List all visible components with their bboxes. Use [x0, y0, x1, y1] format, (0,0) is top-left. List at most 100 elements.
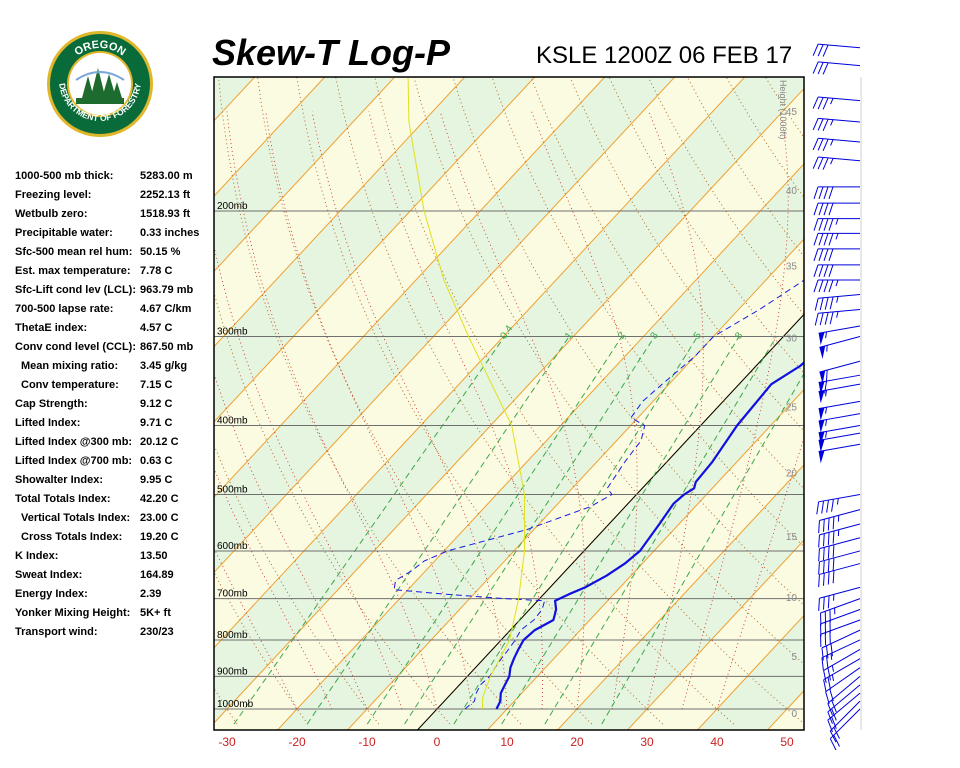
wind-barb-feather [823, 596, 825, 610]
wind-barb-feather [825, 369, 828, 383]
index-label: Cap Strength: [15, 398, 88, 410]
index-value: 0.33 inches [140, 227, 200, 239]
index-row: Cross Totals Index: 19.20 C [15, 531, 215, 550]
wind-barb-feather [827, 546, 830, 559]
index-row: Lifted Index @300 mb: 20.12 C [15, 436, 215, 455]
index-row: Mean mixing ratio: 3.45 g/kg [15, 360, 215, 379]
wind-barb-feather [826, 500, 829, 513]
wind-barb-feather [818, 218, 824, 231]
isotherm-line [214, 77, 536, 423]
index-row: Sweat Index: 164.89 [15, 569, 215, 588]
wind-barb-flag [818, 431, 825, 445]
mixing-ratio-line [404, 336, 655, 725]
wind-barb-staff [818, 43, 861, 49]
wind-barb-feather [822, 138, 829, 151]
wind-barb-staff [819, 360, 861, 373]
mixing-ratio-line [233, 336, 506, 725]
wind-barb-feather [829, 296, 834, 310]
index-label: Transport wind: [15, 626, 98, 638]
wind-barb-feather [812, 156, 819, 169]
wind-barb-feather [827, 595, 830, 609]
wind-barb-feather [823, 233, 829, 246]
wind-barb [818, 563, 861, 588]
wind-barb-flag [818, 407, 825, 421]
isotherm-line [819, 57, 960, 750]
wind-barb [812, 117, 861, 131]
isotherm-line [214, 77, 746, 649]
wind-barb-feather [833, 734, 840, 747]
index-value: 164.89 [140, 569, 174, 581]
wind-barb-feather [832, 530, 835, 544]
wind-barb-staff [818, 156, 861, 162]
index-value: 23.00 C [140, 512, 179, 524]
wind-barb-feather [822, 97, 829, 110]
stability-indices-panel: 1000-500 mb thick: 5283.00 m Freezing leve… [15, 170, 215, 645]
wind-barb-feather [828, 203, 834, 216]
pressure-label: 700mb [217, 589, 248, 600]
wind-barb [813, 264, 860, 277]
pressure-label: 300mb [217, 326, 248, 337]
wind-barb-staff [818, 374, 861, 383]
wind-barb [823, 649, 861, 683]
index-row: K Index: 13.50 [15, 550, 215, 569]
isotherm-line [214, 77, 606, 498]
wind-barb-feather [814, 298, 819, 311]
wind-barb-half-feather [836, 498, 839, 505]
index-value: 50.15 % [140, 246, 181, 258]
wind-barb-feather [813, 248, 819, 261]
wind-barb-staff [820, 598, 861, 614]
wind-barb-feather [827, 571, 830, 585]
wind-barb-staff [818, 61, 861, 67]
wind-barb-staff [827, 676, 861, 704]
wind-barb-staff [819, 537, 861, 550]
moist-adiabat-line [265, 111, 473, 710]
wind-barb-feather [813, 203, 819, 216]
mixing-ratio-line [501, 336, 740, 725]
wind-barb-staff [818, 432, 861, 441]
wind-barb-flag [819, 345, 826, 359]
wind-barb-feather [821, 500, 825, 514]
index-label: Cross Totals Index: [21, 531, 123, 543]
height-tick-label: 40 [786, 186, 798, 197]
wind-barb [818, 537, 861, 562]
wind-barb-feather [827, 711, 833, 724]
index-value: 0.63 C [140, 455, 173, 467]
wind-barb [818, 432, 861, 453]
index-value: 9.95 C [140, 474, 173, 486]
wind-barb-staff [818, 413, 861, 422]
isotherm-line [0, 57, 63, 750]
index-label: Sfc-500 mean rel hum: [15, 246, 133, 258]
wind-barb [827, 692, 861, 733]
wind-barb-half-feather [835, 218, 839, 225]
wind-barb-feather [817, 157, 824, 170]
wind-barb-half-feather [836, 296, 839, 303]
index-label: Est. max temperature: [15, 265, 131, 277]
wind-barb-staff [818, 494, 861, 503]
wind-barb-feather [817, 62, 824, 75]
index-value: 9.12 C [140, 398, 173, 410]
dry-adiabat-line [374, 77, 804, 725]
wind-barb-staff [825, 667, 861, 693]
wind-barb-feather [817, 44, 824, 57]
pressure-label: 900mb [217, 666, 248, 677]
wind-barb [813, 186, 860, 200]
wind-barb-half-feather [825, 331, 828, 339]
wind-barb-feather [832, 544, 835, 558]
index-value: 2.39 [140, 588, 162, 600]
wind-barb [818, 400, 861, 421]
wind-barb-feather [832, 570, 835, 584]
wind-barb [818, 383, 861, 404]
x-tick-label: 10 [500, 735, 514, 749]
index-label: Conv cond level (CCL): [15, 341, 137, 353]
index-value: 5K+ ft [140, 607, 171, 619]
index-value: 9.71 C [140, 417, 173, 429]
wind-barb-staff [818, 400, 861, 410]
wind-barb-half-feather [831, 674, 835, 682]
wind-barb-staff [821, 629, 861, 649]
oregon-forestry-logo: OREGON DEPARTMENT OF FORESTRY [47, 31, 153, 137]
wind-barb-feather [818, 186, 824, 200]
wind-barb-half-feather [830, 653, 833, 660]
index-row: Yonker Mixing Height: 5K+ ft [15, 607, 215, 626]
wind-barb-feather [828, 279, 834, 293]
